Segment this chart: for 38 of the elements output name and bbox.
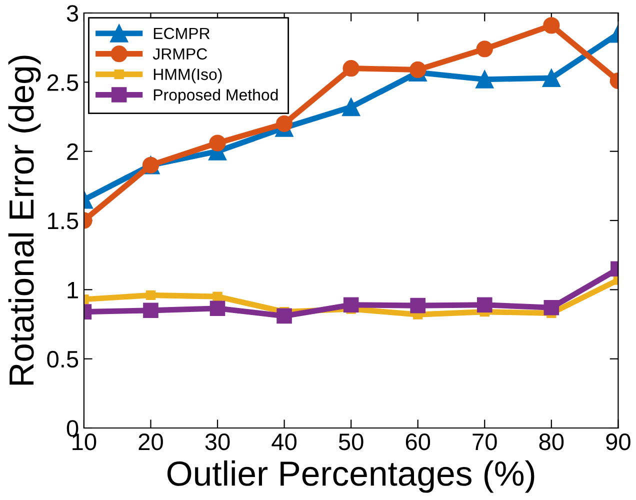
y-axis-title: Rotational Error (deg) <box>8 56 41 385</box>
point <box>543 17 560 34</box>
point <box>476 70 494 88</box>
x-axis-title: Outlier Percentages (%) <box>167 460 534 493</box>
y-tick-label: 2 <box>67 143 78 160</box>
x-tick-label: 40 <box>272 433 296 450</box>
legend-label: Proposed Method <box>154 88 278 104</box>
y-tick-label: 1.5 <box>48 212 78 230</box>
point <box>276 115 293 132</box>
y-tick-label: 1 <box>68 282 78 298</box>
point <box>343 297 359 313</box>
x-tick-label: 30 <box>205 433 230 450</box>
point <box>210 300 226 316</box>
point <box>212 292 222 302</box>
point <box>476 40 493 58</box>
point <box>544 300 560 316</box>
point <box>342 60 360 77</box>
y-tick-label: 3 <box>66 5 78 22</box>
x-tick-label: 90 <box>606 433 630 450</box>
legend-label: ECMPR <box>154 28 210 40</box>
point <box>342 98 360 116</box>
point <box>209 134 226 152</box>
x-tick-label: 80 <box>539 433 564 450</box>
y-tick-label: 2.5 <box>47 74 78 91</box>
x-tick-label: 20 <box>138 433 163 450</box>
point <box>410 61 426 78</box>
legend-label: HMM(Iso) <box>154 68 222 84</box>
x-tick-label: 70 <box>472 433 497 450</box>
x-tick-label: 50 <box>338 433 364 450</box>
point <box>143 302 158 318</box>
x-tick-label: 60 <box>406 433 430 450</box>
point <box>476 297 492 313</box>
legend-label: JRMPC <box>152 48 208 60</box>
y-tick-label: 0.5 <box>47 350 78 368</box>
point <box>146 290 156 300</box>
point <box>542 68 560 88</box>
point <box>410 298 426 314</box>
point <box>276 308 292 324</box>
